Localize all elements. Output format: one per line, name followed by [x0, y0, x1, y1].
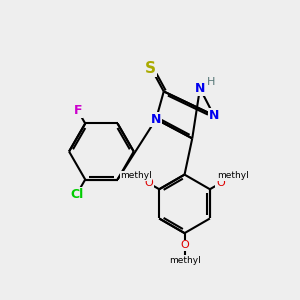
Text: methyl: methyl [169, 256, 200, 265]
Text: O: O [216, 178, 225, 188]
Text: N: N [195, 82, 205, 95]
Text: Cl: Cl [70, 188, 83, 201]
Text: methyl: methyl [218, 171, 249, 180]
Text: S: S [145, 61, 156, 76]
Text: F: F [74, 104, 82, 117]
Text: methyl: methyl [120, 171, 152, 180]
Text: O: O [180, 240, 189, 250]
Text: O: O [144, 178, 153, 188]
Text: H: H [207, 77, 216, 87]
Text: N: N [208, 109, 219, 122]
Text: N: N [151, 113, 161, 126]
